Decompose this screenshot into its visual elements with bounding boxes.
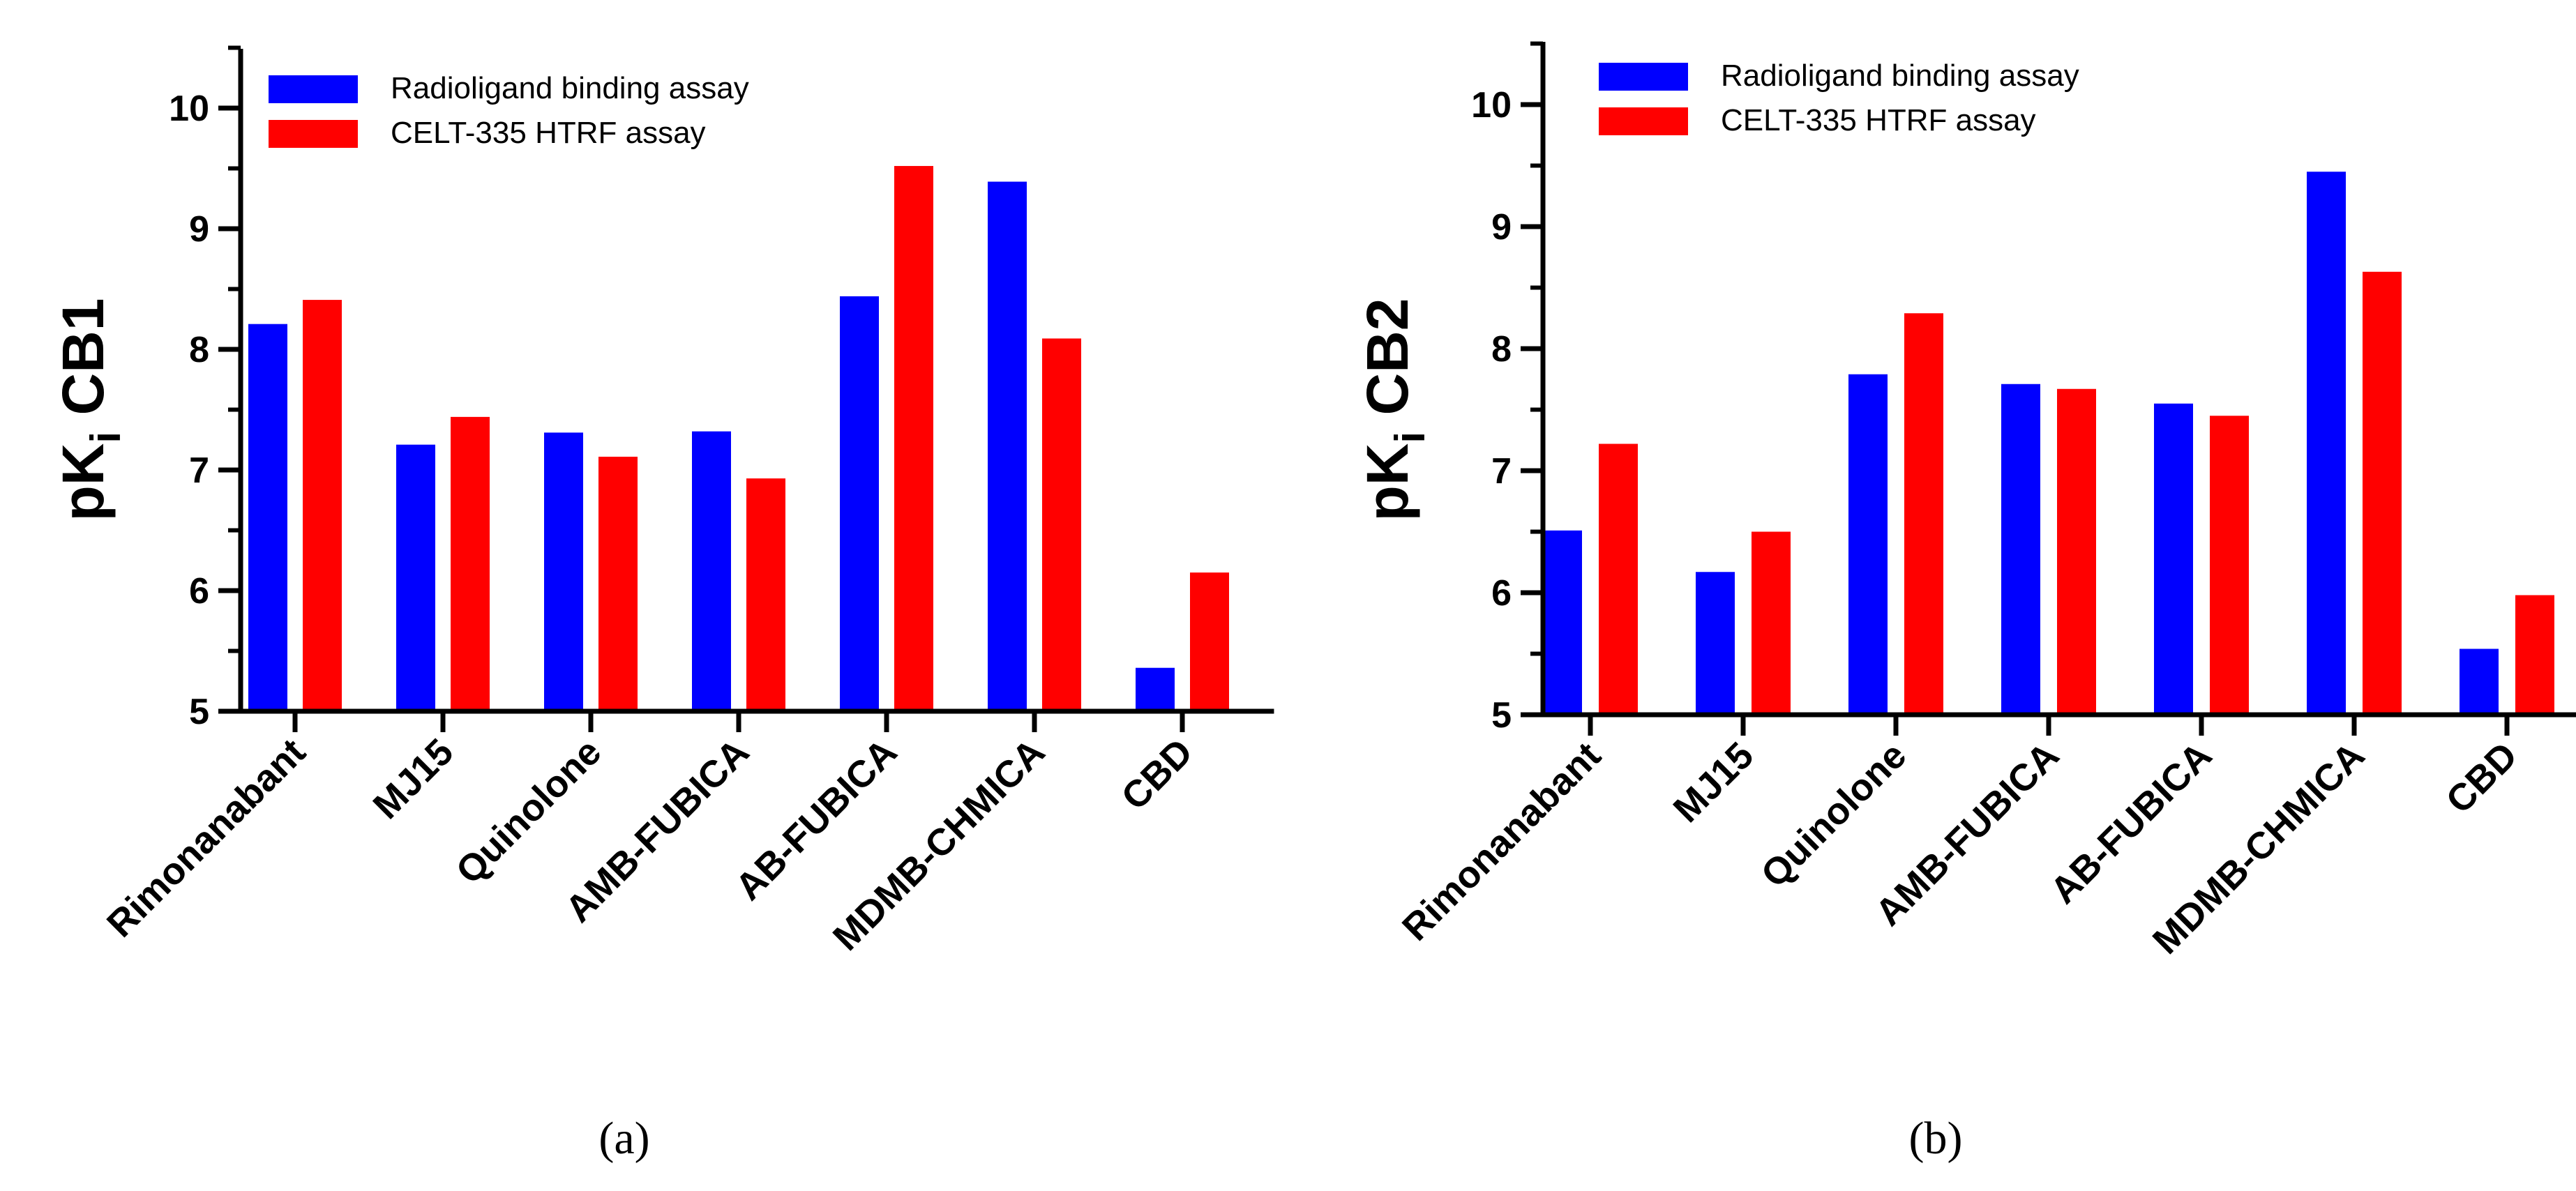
bar-radioligand-mj15: [396, 444, 435, 711]
legend-label-htrf: CELT-335 HTRF assay: [391, 116, 706, 150]
bar-radioligand-mdmb-chmica: [988, 181, 1027, 711]
bar-radioligand-quinolone: [544, 432, 583, 711]
y-tick-label: 10: [1471, 85, 1512, 126]
bar-radioligand-mj15: [1696, 572, 1735, 715]
y-tick-label: 6: [1491, 573, 1512, 614]
panel-label-a: (a): [598, 1113, 650, 1164]
panel-label-b: (b): [1908, 1113, 1963, 1164]
y-axis-title-subscript: i: [1387, 432, 1433, 443]
bar-htrf-mdmb-chmica: [2363, 271, 2402, 715]
bar-htrf-rimonanabant: [1599, 443, 1638, 715]
y-axis-title-subscript: i: [82, 432, 129, 443]
x-tick-label-rimonanabant: Rimonanabant: [1394, 734, 1609, 949]
x-tick-label-mj15: MJ15: [1666, 734, 1762, 830]
y-tick-label: 10: [169, 89, 209, 129]
bar-htrf-ab-fubica: [2210, 416, 2249, 715]
bar-radioligand-ab-fubica: [2154, 403, 2193, 715]
y-tick-label: 9: [189, 209, 209, 250]
bar-radioligand-cbd: [1136, 667, 1175, 711]
bar-radioligand-rimonanabant: [1543, 530, 1582, 715]
x-tick-label-rimonanabant: Rimonanabant: [99, 731, 314, 946]
legend-swatch-radioligand: [1599, 63, 1688, 91]
y-axis-title: pKi CB2: [1355, 298, 1433, 521]
x-tick-label-mj15: MJ15: [366, 731, 462, 827]
legend: Radioligand binding assay CELT-335 HTRF a…: [269, 71, 749, 150]
legend-swatch-radioligand: [269, 75, 358, 103]
bar-htrf-quinolone: [1904, 313, 1943, 715]
x-tick-label-cbd: CBD: [1113, 731, 1200, 818]
bar-radioligand-amb-fubica: [2001, 384, 2040, 715]
y-axis-title: pKi CB1: [50, 298, 129, 521]
bar-htrf-amb-fubica: [2057, 388, 2096, 715]
bar-htrf-mdmb-chmica: [1042, 338, 1081, 711]
legend-swatch-htrf: [269, 120, 358, 148]
x-tick-label-quinolone: Quinolone: [1753, 734, 1914, 895]
bar-htrf-cbd: [1190, 572, 1229, 711]
y-tick-label: 8: [1491, 329, 1512, 370]
bar-htrf-rimonanabant: [303, 300, 342, 711]
legend: Radioligand binding assay CELT-335 HTRF a…: [1599, 59, 2079, 137]
bar-radioligand-cbd: [2460, 648, 2499, 715]
y-axis-title-main: pK: [1355, 443, 1420, 522]
y-tick-label: 5: [1491, 695, 1512, 736]
legend-label-radioligand: Radioligand binding assay: [391, 71, 749, 105]
bar-htrf-mj15: [451, 416, 490, 711]
y-tick-label: 8: [189, 330, 209, 370]
bar-radioligand-ab-fubica: [840, 296, 879, 711]
bar-radioligand-mdmb-chmica: [2307, 172, 2346, 715]
y-axis-title-rest: CB1: [50, 298, 116, 431]
y-tick-label: 7: [189, 450, 209, 491]
bar-htrf-amb-fubica: [746, 478, 785, 711]
legend-label-htrf: CELT-335 HTRF assay: [1721, 103, 2036, 137]
x-tick-label-quinolone: Quinolone: [448, 731, 609, 892]
bar-htrf-quinolone: [598, 456, 638, 711]
x-tick-label-cbd: CBD: [2438, 734, 2525, 821]
y-tick-label: 5: [189, 692, 209, 732]
bar-radioligand-amb-fubica: [692, 431, 731, 711]
bar-htrf-cbd: [2515, 595, 2554, 715]
y-axis-title-rest: CB2: [1355, 298, 1420, 431]
bar-radioligand-rimonanabant: [248, 324, 287, 711]
y-tick-label: 7: [1491, 451, 1512, 492]
y-tick-label: 6: [189, 571, 209, 612]
bar-radioligand-quinolone: [1848, 374, 1888, 715]
y-tick-label: 9: [1491, 207, 1512, 248]
bar-htrf-mj15: [1752, 531, 1791, 715]
legend-swatch-htrf: [1599, 107, 1688, 135]
y-axis-title-main: pK: [50, 443, 116, 522]
bar-htrf-ab-fubica: [894, 166, 933, 712]
legend-label-radioligand: Radioligand binding assay: [1721, 59, 2079, 93]
